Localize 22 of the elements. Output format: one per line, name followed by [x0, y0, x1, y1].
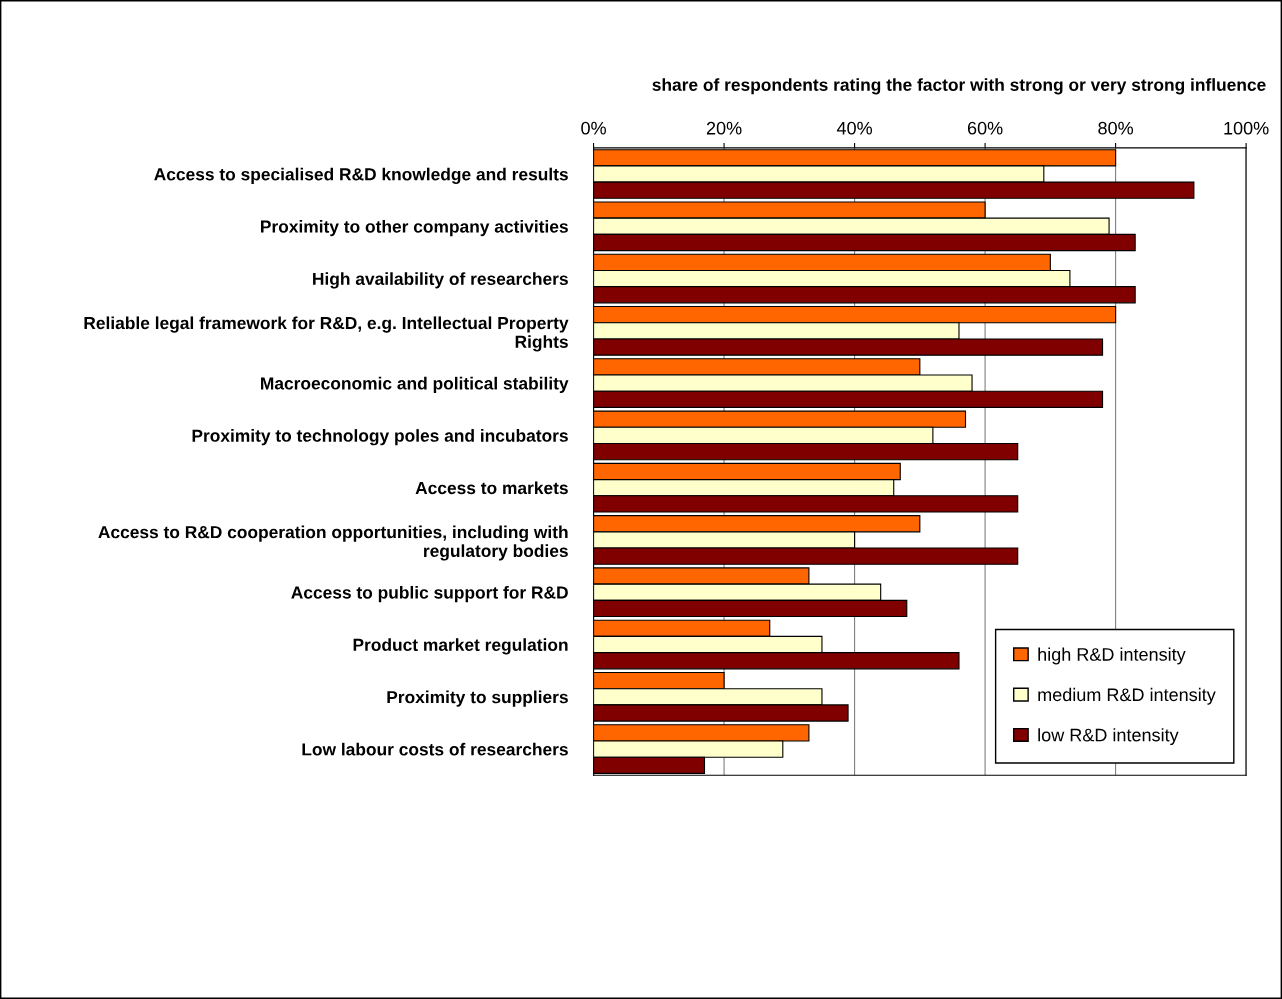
- legend-label: high R&D intensity: [1038, 647, 1186, 665]
- x-tick-label: 40%: [836, 121, 873, 135]
- legend-label: low R&D intensity: [1038, 728, 1179, 745]
- y-tick-label: Proximity to technology poles and incubators: [192, 429, 568, 446]
- y-tick-label: Macroeconomic and political stability: [261, 376, 569, 394]
- y-tick-label: High availability of researchers: [313, 272, 568, 289]
- y-tick-label: Low labour costs of researchers: [302, 742, 568, 756]
- x-tick-label: 80%: [1098, 121, 1134, 135]
- y-tick-label: Reliable legal framework for R&D, e.g. Intellectual Property Rights: [84, 316, 569, 352]
- y-tick-label: Access to markets: [415, 481, 568, 495]
- y-tick-label: Product market regulation: [353, 638, 568, 655]
- x-tick-label: 60%: [967, 121, 1003, 135]
- x-axis-title: share of respondents rating the factor with strong or very strong influence: [652, 78, 1266, 95]
- x-tick-label: 100%: [1224, 121, 1269, 135]
- y-tick-label: Proximity to other company activities: [261, 219, 568, 237]
- legend-label: medium R&D intensity: [1038, 687, 1216, 705]
- y-tick-label: Proximity to suppliers: [387, 690, 568, 707]
- x-tick-label: 0%: [581, 121, 606, 135]
- y-tick-label: Access to public support for R&D: [291, 585, 568, 603]
- y-tick-label: Access to specialised R&D knowledge and results: [154, 167, 568, 184]
- y-tick-label: Access to R&D cooperation opportunities, including with regulatory bodies: [98, 525, 568, 561]
- x-tick-label: 20%: [706, 121, 742, 135]
